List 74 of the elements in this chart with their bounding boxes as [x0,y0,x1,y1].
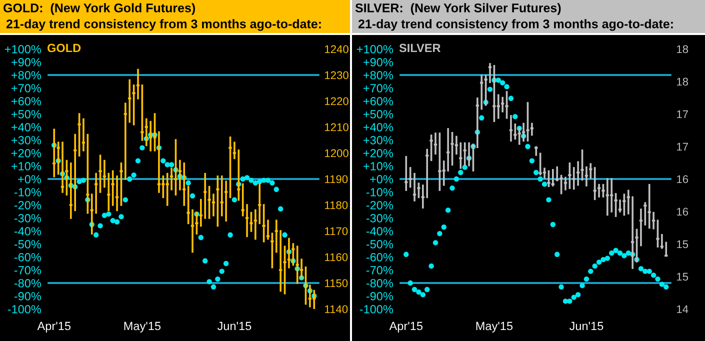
y-tick-label: +40% [12,123,42,132]
y-tick-label: -20% [14,201,42,210]
x-tick-label: Jun'15 [217,322,252,330]
y-tick-label: -30% [366,214,394,222]
y-tick-label: -100% [360,305,394,314]
y-tick-label: +30% [364,136,394,144]
x-tick-label: Apr'15 [389,322,423,333]
y-tick-label: +50% [12,110,42,118]
chart-subtitle: 21-day trend consistency from 3 months ago-to-date: [6,19,321,31]
y-tick-label: -50% [14,240,42,248]
annotation: SILVER [399,44,441,52]
y-tick-label: -90% [14,292,42,300]
y-tick-label: +70% [12,84,42,92]
y-tick-label: +100% [4,45,42,54]
y-tick-label: -100% [8,305,42,314]
x-tick-label: Jun'15 [569,322,604,330]
y-tick-label: +60% [12,97,42,106]
y2-tick-label: 1170 [325,227,348,236]
y2-tick-label: 16 [677,175,688,184]
y-tick-label: -70% [14,266,42,274]
y-tick-label: +20% [364,149,394,158]
y2-tick-label: 15 [677,272,688,281]
y-tick-label: -70% [366,266,394,274]
y2-tick-label: 1190 [325,175,348,184]
y-tick-label: +50% [364,110,394,118]
y-tick-label: +80% [12,71,42,80]
chart-title: GOLD: (New York Gold Futures) [4,3,195,15]
y2-tick-label: 14 [677,305,688,314]
y-tick-label: +40% [364,123,394,132]
y-tick-label: -40% [14,227,42,236]
y-tick-label: +80% [364,71,394,80]
y2-tick-label: 1240 [325,45,348,54]
y-tick-label: -80% [14,279,42,288]
y2-tick-label: 18 [677,45,688,54]
y2-tick-label: 1230 [325,71,348,80]
y2-tick-label: 17 [677,142,688,151]
y-tick-label: +100% [356,45,394,54]
y2-tick-label: 1210 [325,123,348,132]
y-tick-label: +70% [364,84,394,92]
x-tick-label: Apr'15 [37,322,71,333]
chart-title: SILVER: (New York Silver Futures) [355,3,561,15]
y2-tick-label: 17 [677,110,688,118]
y2-tick-label: 1180 [325,201,348,210]
x-tick-label: May'15 [124,322,161,333]
y2-tick-label: 1150 [325,279,348,288]
y2-tick-label: 1200 [325,149,348,158]
y-tick-label: -60% [14,253,42,262]
y-tick-label: -90% [366,292,394,300]
x-tick-label: May'15 [476,322,513,333]
y-tick-label: +0% [18,175,42,184]
y-tick-label: +20% [12,149,42,158]
chart-subtitle: 21-day trend consistency from 3 months ago-to-date: [358,19,673,31]
y-tick-label: +60% [364,97,394,106]
y-tick-label: -10% [14,188,42,196]
annotation: GOLD [47,44,81,52]
y-tick-label: +90% [364,58,394,66]
y-tick-label: -20% [366,201,394,210]
y-tick-label: +30% [12,136,42,144]
y2-tick-label: 1140 [325,305,348,314]
y2-tick-label: 15 [677,240,688,248]
y-tick-label: +10% [12,162,42,170]
y2-tick-label: 16 [677,208,688,216]
y-tick-label: -40% [366,227,394,236]
y-tick-label: -60% [366,253,394,262]
y-tick-label: +0% [370,175,394,184]
y-tick-label: +90% [12,58,42,66]
y-tick-label: -80% [366,279,394,288]
y2-tick-label: 1220 [325,97,348,106]
y-tick-label: +10% [364,162,394,170]
y-tick-label: -30% [14,214,42,222]
y-tick-label: -10% [366,188,394,196]
y2-tick-label: 18 [677,78,688,86]
y-tick-label: -50% [366,240,394,248]
y2-tick-label: 1160 [325,253,348,262]
